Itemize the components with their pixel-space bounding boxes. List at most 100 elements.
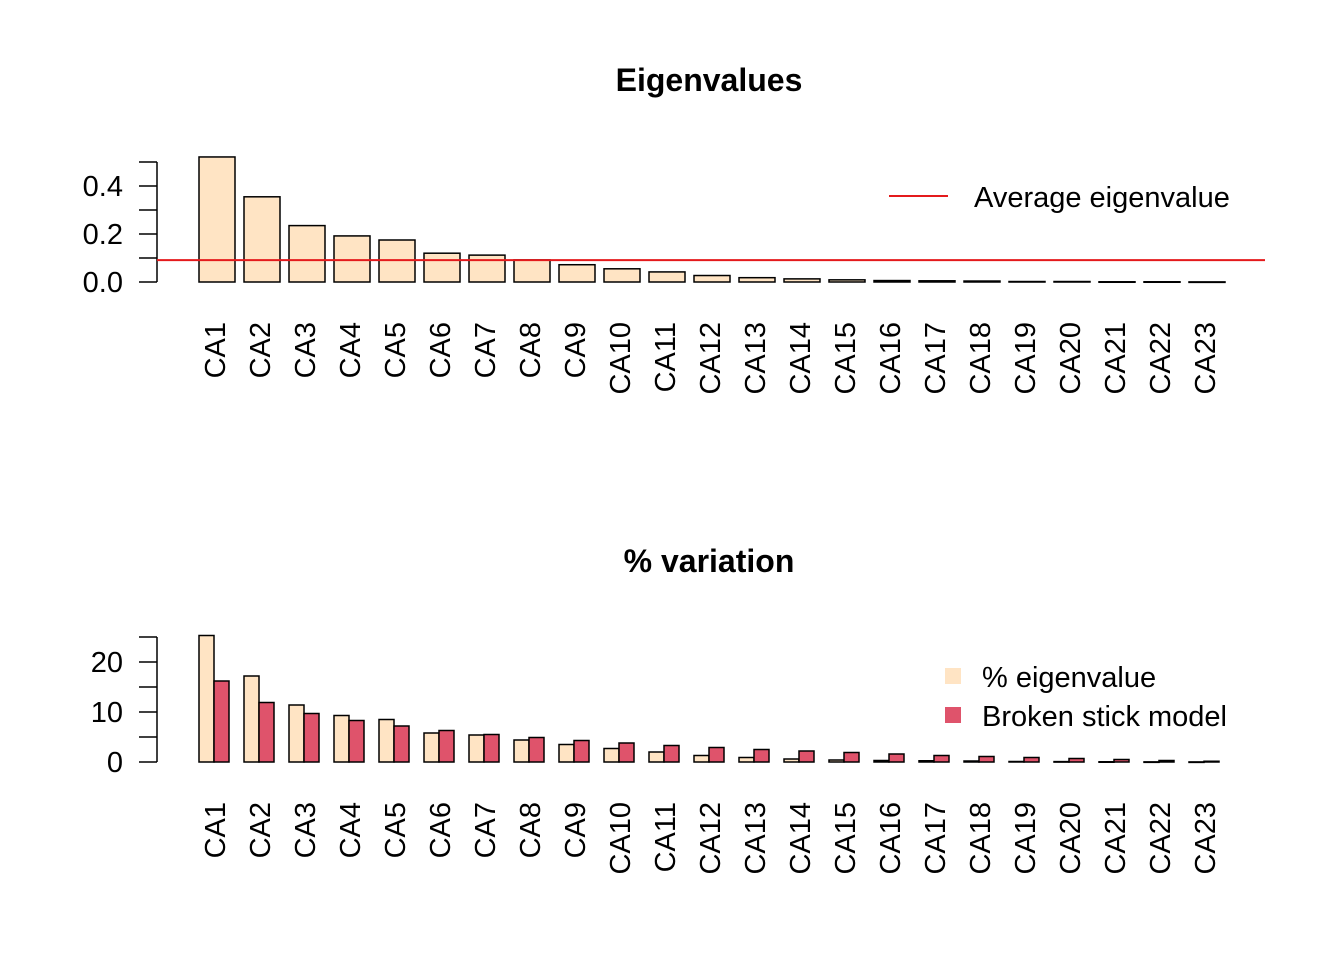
eigenvalue-bar [333,235,371,283]
broken-stick-bar [618,742,635,763]
variation-x-tick-label: CA2 [245,802,277,858]
legend-average-eigenvalue: Average eigenvalue [974,182,1230,214]
eigenvalue-bar [1098,281,1136,284]
eigenvalue-bar [873,279,911,283]
variation-y-axis: 0 10 20 [91,636,158,779]
eigenvalue-bar [513,259,551,283]
percent-eigenvalue-bar [648,751,665,763]
percent-eigenvalue-bar [963,760,980,763]
eigenvalue-bar [198,156,236,283]
eigenvalues-x-tick-label: CA20 [1055,322,1087,395]
eigenvalues-x-tick-label: CA23 [1190,322,1222,395]
variation-x-tick-label: CA19 [1010,802,1042,875]
eigenvalues-x-tick-label: CA10 [605,322,637,395]
percent-eigenvalue-bar [1008,760,1025,763]
broken-stick-bar [663,744,680,763]
eigenvalue-bar [963,280,1001,283]
percent-eigenvalue-bar [918,760,935,763]
broken-stick-bar [708,746,725,763]
eigenvalue-bar [603,268,641,283]
percent-eigenvalue-bar [423,732,440,763]
variation-x-tick-label: CA9 [560,802,592,858]
eigenvalue-bar [558,263,596,283]
variation-y-tick-label: 0 [107,747,123,779]
percent-eigenvalue-bar [1053,760,1070,763]
broken-stick-bar [483,733,500,763]
eigenvalues-y-axis: 0.0 0.2 0.4 [83,161,158,299]
variation-x-tick-label: CA12 [695,802,727,875]
percent-eigenvalue-bar [603,747,620,763]
broken-stick-bar [1023,756,1040,763]
percent-eigenvalue-bar [288,704,305,763]
eigenvalues-x-tick-label: CA8 [515,322,547,378]
broken-stick-bar [1203,760,1220,763]
eigenvalue-bar [693,274,731,283]
broken-stick-bar [348,719,365,763]
percent-eigenvalue-bar [378,718,395,763]
variation-title: % variation [624,543,795,579]
eigenvalue-bar [1053,280,1091,283]
broken-stick-bar [1068,757,1085,763]
eigenvalue-bar [288,224,326,283]
eigenvalues-bars [198,156,1226,284]
eigenvalues-x-tick-label: CA18 [965,322,997,395]
eigenvalues-x-tick-label: CA22 [1145,322,1177,395]
eigenvalues-x-tick-label: CA11 [650,322,682,392]
variation-x-tick-label: CA22 [1145,802,1177,875]
eigenvalues-x-tick-label: CA1 [200,322,232,378]
broken-stick-bar [258,701,275,763]
percent-eigenvalue-bar [828,759,845,763]
broken-stick-bar [888,753,905,763]
percent-eigenvalue-bar [468,734,485,763]
variation-x-tick-label: CA20 [1055,802,1087,875]
broken-stick-bar [978,755,995,763]
eigenvalues-x-tick-label: CA21 [1100,322,1132,395]
broken-stick-bar [303,712,320,763]
percent-eigenvalue-bar [558,743,575,763]
eigenvalues-x-labels: CA1 CA2 CA3 CA4 CA5 CA6 CA7 CA8 CA9 CA10 CA11 CA12 C… [200,322,1222,395]
variation-x-tick-label: CA10 [605,802,637,875]
eigenvalue-bar [783,278,821,283]
variation-x-tick-label: CA7 [470,802,502,858]
eigenvalues-x-tick-label: CA17 [920,322,952,395]
eigenvalues-x-tick-label: CA19 [1010,322,1042,395]
eigenvalues-x-tick-label: CA4 [335,322,367,378]
eigenvalue-bar [423,252,461,283]
percent-eigenvalue-bar [738,756,755,763]
eigenvalues-x-tick-label: CA13 [740,322,772,395]
eigenvalues-panel: Eigenvalues 0.0 0.2 0.4 CA1 CA2 CA3 CA4 CA5 CA6… [83,62,1265,395]
variation-x-tick-label: CA6 [425,802,457,858]
percent-eigenvalue-bar [1188,761,1205,764]
percent-eigenvalue-bar [1098,761,1115,763]
broken-stick-bar [753,748,770,763]
legend-swatch-percent-eigenvalue [945,668,961,684]
eigenvalues-x-tick-label: CA3 [290,322,322,378]
eigenvalue-bar [648,271,686,283]
eigenvalues-y-tick-label: 0.2 [83,219,123,251]
variation-x-tick-label: CA21 [1100,802,1132,875]
broken-stick-bar [393,725,410,763]
eigenvalue-bar [738,276,776,283]
broken-stick-bar [213,680,230,763]
percent-eigenvalue-bar [513,739,530,763]
eigenvalues-y-tick-label: 0.0 [83,267,123,299]
eigenvalues-x-tick-label: CA14 [785,322,817,395]
variation-x-tick-label: CA16 [875,802,907,875]
eigenvalues-x-tick-label: CA16 [875,322,907,395]
percent-eigenvalue-bar [1143,761,1160,764]
eigenvalue-bar [828,279,866,283]
variation-x-tick-label: CA17 [920,802,952,875]
percent-eigenvalue-bar [198,634,215,763]
variation-x-tick-label: CA5 [380,802,412,858]
legend-percent-eigenvalue: % eigenvalue [982,662,1156,694]
variation-x-tick-label: CA13 [740,802,772,875]
eigenvalues-y-tick-label: 0.4 [83,171,123,203]
variation-x-tick-label: CA4 [335,802,367,858]
variation-y-tick-label: 10 [91,697,123,729]
percent-eigenvalue-bar [783,758,800,763]
broken-stick-bar [933,754,950,763]
broken-stick-bar [573,739,590,763]
broken-stick-bar [798,750,815,763]
